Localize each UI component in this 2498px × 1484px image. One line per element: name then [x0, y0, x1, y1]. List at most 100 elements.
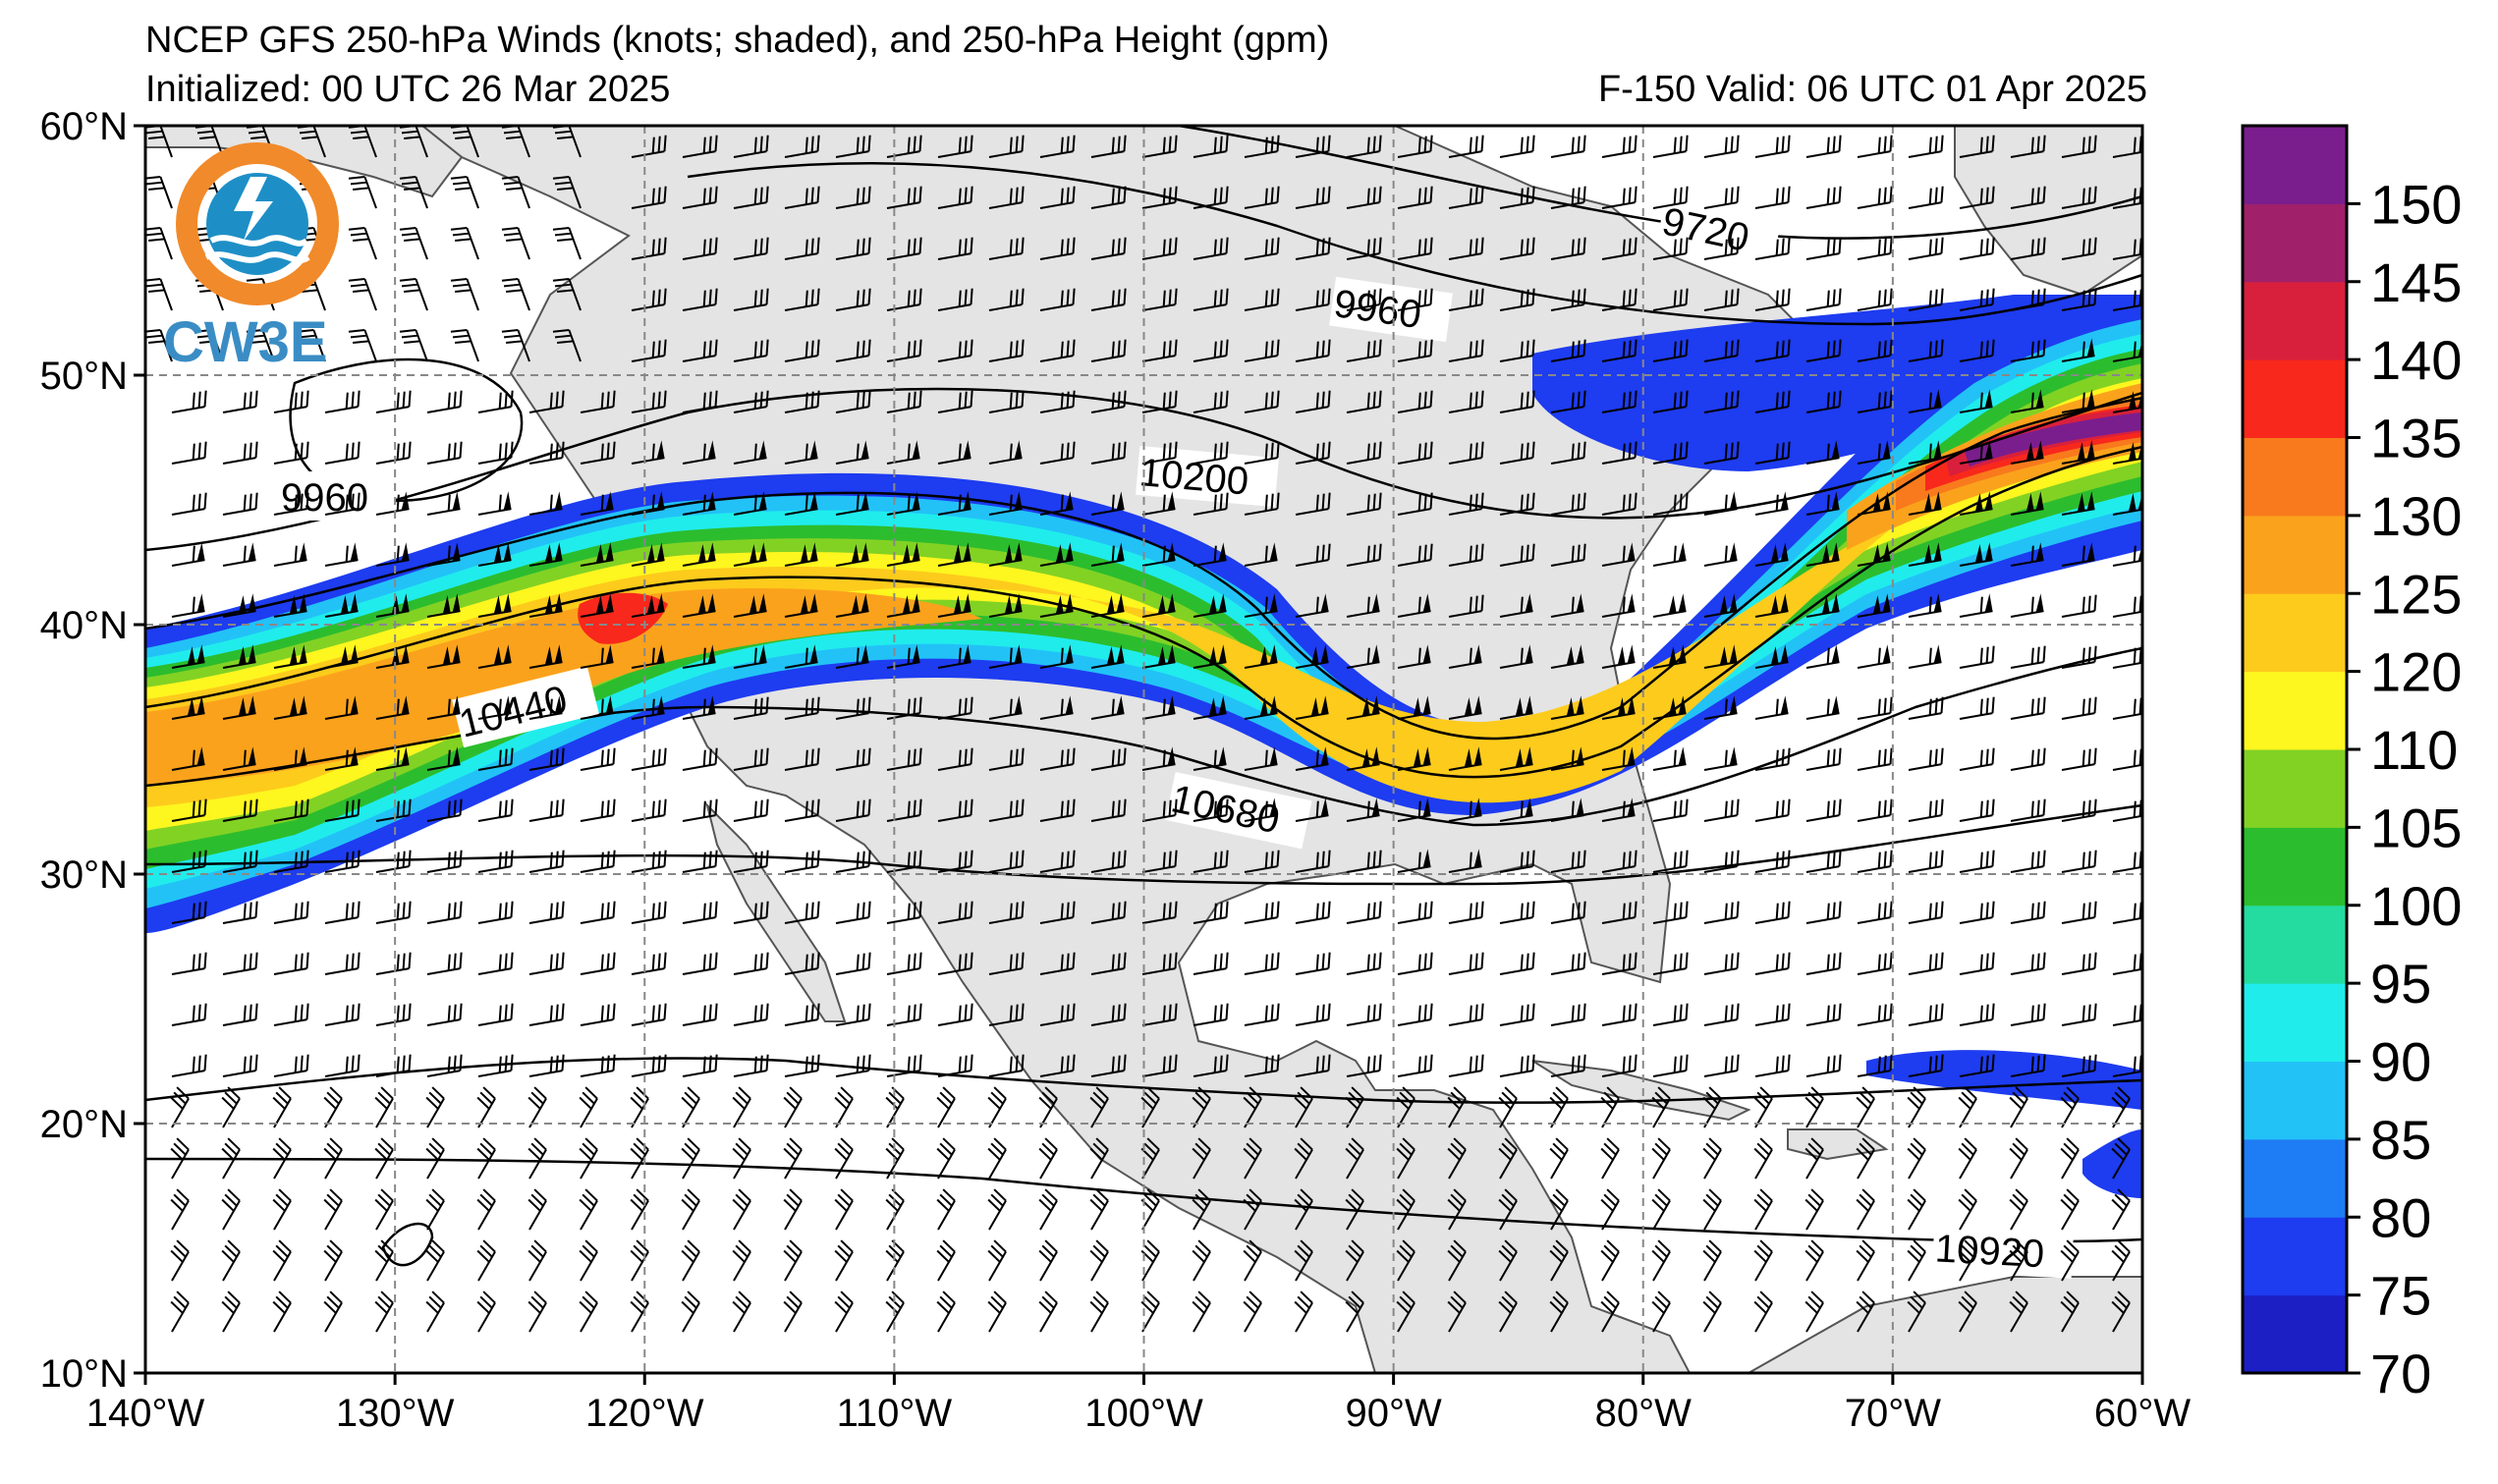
wind-barb [1908, 491, 1942, 516]
wind-barb [1652, 593, 1687, 618]
colorbar-tick-label: 135 [2370, 408, 2462, 469]
wind-barb [476, 1188, 496, 1231]
wind-barb [1908, 593, 1942, 618]
wind-barb [1244, 593, 1278, 618]
wind-barb [987, 1188, 1007, 1231]
wind-barb [1754, 593, 1789, 618]
wind-barb [222, 441, 258, 465]
wind-barb [528, 901, 565, 924]
wind-barb [732, 1137, 751, 1180]
lon-tick-label: 120°W [585, 1392, 704, 1435]
wind-barb [1805, 901, 1842, 924]
wind-barb [1295, 593, 1329, 618]
wind-barb [1090, 747, 1127, 771]
wind-barb [1448, 644, 1482, 669]
wind-barb [682, 390, 718, 413]
wind-barb [681, 1291, 700, 1333]
wind-barb [784, 542, 818, 567]
wind-barb [1396, 1291, 1416, 1333]
wind-barb [733, 747, 769, 771]
wind-barb [784, 747, 820, 771]
wind-barb [1294, 1291, 1313, 1333]
colorbar-tick-label: 100 [2370, 875, 2462, 937]
wind-barb [1908, 186, 1944, 209]
wind-barb [222, 746, 256, 771]
wind-barb [580, 747, 616, 771]
wind-barb [732, 1188, 751, 1231]
wind-barb [886, 135, 922, 158]
wind-barb [375, 901, 412, 924]
wind-barb [1857, 1054, 1893, 1077]
wind-barb [1039, 1054, 1076, 1077]
wind-barb [1090, 339, 1127, 362]
wind-barb [2061, 1003, 2097, 1026]
wind-barb [1550, 441, 1586, 465]
colorbar-tick-label: 125 [2370, 563, 2462, 625]
wind-barb [1193, 798, 1229, 822]
wind-barb [631, 440, 665, 465]
wind-barb [784, 288, 820, 311]
wind-barb [1754, 135, 1791, 158]
wind-barb [1703, 1003, 1740, 1026]
wind-barb [988, 747, 1025, 771]
wind-barb [1141, 746, 1176, 771]
wind-barb [1039, 390, 1076, 413]
wind-barb [501, 329, 530, 362]
wind-barb [552, 176, 582, 209]
lon-tick-label: 70°W [1845, 1392, 1941, 1435]
wind-barb [348, 278, 377, 311]
wind-barb [1959, 186, 1995, 209]
wind-barb [2010, 135, 2046, 158]
wind-barb [1090, 695, 1125, 720]
wind-barb [1754, 237, 1791, 260]
wind-barb [1907, 1188, 1926, 1231]
wind-barb [1294, 1086, 1313, 1128]
wind-barb [1550, 952, 1586, 975]
wind-barb [1754, 798, 1791, 822]
wind-barb [222, 901, 258, 924]
wind-barb [580, 593, 614, 618]
wind-barb [1804, 1239, 1824, 1282]
wind-barb [1550, 339, 1586, 362]
wind-barb [477, 542, 512, 567]
wind-barb [425, 1188, 445, 1231]
wind-barb [1856, 1239, 1875, 1282]
wind-barb [1039, 288, 1076, 311]
wind-barb [1857, 390, 1893, 413]
wind-barb [1090, 1054, 1127, 1077]
wind-barb [937, 901, 973, 924]
wind-barb [1601, 339, 1638, 362]
wind-barb [886, 186, 922, 209]
wind-barb [784, 850, 820, 873]
lat-tick-label: 10°N [40, 1352, 128, 1396]
colorbar-segment [2243, 905, 2347, 984]
wind-barb [273, 492, 309, 516]
wind-barb [1499, 746, 1533, 771]
wind-barb [988, 593, 1023, 618]
wind-barb [733, 135, 769, 158]
wind-barb [1600, 1137, 1620, 1180]
wind-barb [1447, 1137, 1467, 1180]
wind-barb [783, 1291, 803, 1333]
wind-barb [1601, 644, 1636, 669]
wind-barb [426, 952, 463, 975]
wind-barb [1295, 695, 1329, 720]
wind-barb [426, 542, 461, 567]
wind-barb [1805, 798, 1842, 822]
wind-barb [1346, 901, 1382, 924]
wind-barb [885, 1291, 905, 1333]
wind-barb [988, 1054, 1025, 1077]
wind-barb [1346, 850, 1382, 873]
wind-barb [937, 696, 973, 720]
colorbar-segment [2243, 515, 2347, 594]
wind-barb [988, 644, 1023, 669]
wind-barb [732, 1291, 751, 1333]
wind-barb [1244, 746, 1278, 771]
wind-barb [1295, 746, 1329, 771]
wind-barb [1498, 1239, 1518, 1282]
wind-barb [222, 1054, 258, 1077]
wind-barb [2009, 1291, 2028, 1333]
wind-barb [631, 390, 667, 413]
wind-barb [324, 850, 361, 873]
wind-barb [1141, 593, 1176, 618]
